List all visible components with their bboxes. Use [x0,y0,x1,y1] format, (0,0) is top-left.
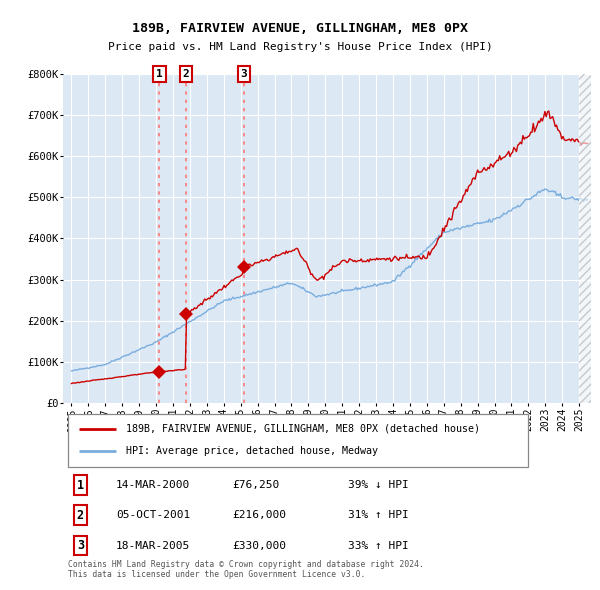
Text: 18-MAR-2005: 18-MAR-2005 [116,540,190,550]
Text: 3: 3 [77,539,84,552]
Text: 14-MAR-2000: 14-MAR-2000 [116,480,190,490]
Text: 189B, FAIRVIEW AVENUE, GILLINGHAM, ME8 0PX (detached house): 189B, FAIRVIEW AVENUE, GILLINGHAM, ME8 0… [127,424,481,434]
FancyBboxPatch shape [68,414,527,467]
Text: 31% ↑ HPI: 31% ↑ HPI [348,510,409,520]
Text: 33% ↑ HPI: 33% ↑ HPI [348,540,409,550]
Text: 39% ↓ HPI: 39% ↓ HPI [348,480,409,490]
Text: £216,000: £216,000 [232,510,286,520]
Text: 2: 2 [77,509,84,522]
Text: 1: 1 [156,69,163,78]
Text: 2: 2 [182,69,189,78]
Text: Price paid vs. HM Land Registry's House Price Index (HPI): Price paid vs. HM Land Registry's House … [107,42,493,51]
Text: 3: 3 [241,69,247,78]
Text: £76,250: £76,250 [232,480,279,490]
Text: Contains HM Land Registry data © Crown copyright and database right 2024.
This d: Contains HM Land Registry data © Crown c… [68,560,424,579]
Text: £330,000: £330,000 [232,540,286,550]
Text: HPI: Average price, detached house, Medway: HPI: Average price, detached house, Medw… [127,446,379,456]
Text: 189B, FAIRVIEW AVENUE, GILLINGHAM, ME8 0PX: 189B, FAIRVIEW AVENUE, GILLINGHAM, ME8 0… [132,22,468,35]
Text: 05-OCT-2001: 05-OCT-2001 [116,510,190,520]
Text: 1: 1 [77,478,84,491]
